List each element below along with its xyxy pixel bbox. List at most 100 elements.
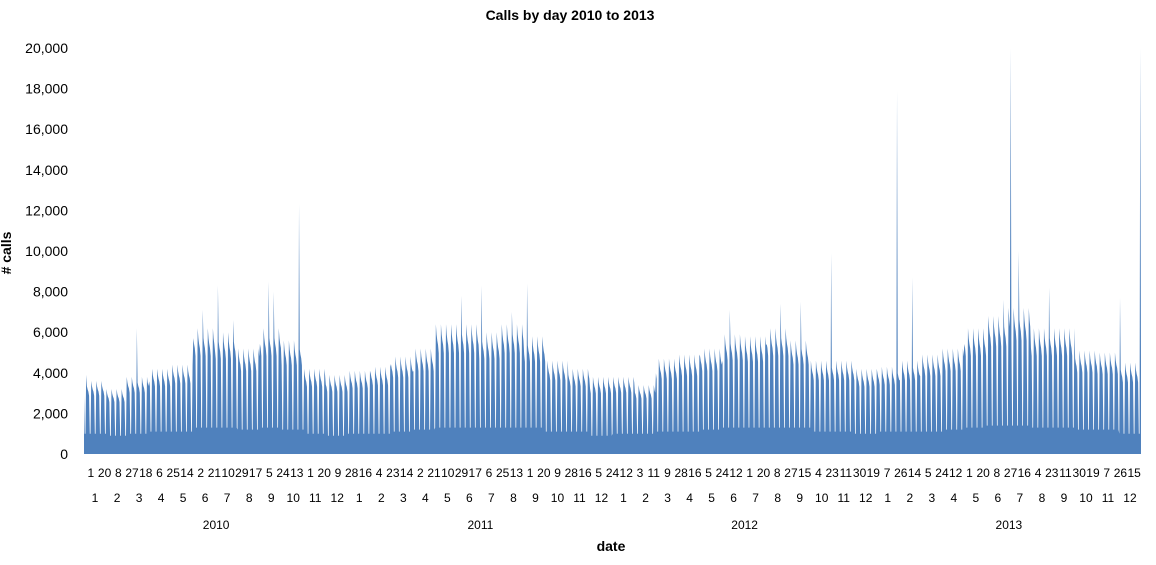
x-month-label: 12 (595, 491, 609, 505)
x-day-label: 1 (307, 466, 314, 480)
x-month-label: 1 (884, 491, 891, 505)
x-day-label: 26 (1114, 466, 1128, 480)
x-day-label: 30 (853, 466, 867, 480)
x-day-label: 27 (784, 466, 798, 480)
x-day-label: 23 (1045, 466, 1059, 480)
x-month-label: 2 (642, 491, 649, 505)
y-tick-label: 20,000 (25, 40, 68, 56)
x-day-label: 19 (1086, 466, 1100, 480)
x-month-label: 4 (950, 491, 957, 505)
x-month-label: 8 (510, 491, 517, 505)
x-day-label: 5 (705, 466, 712, 480)
x-day-label: 3 (637, 466, 644, 480)
x-month-label: 8 (246, 491, 253, 505)
x-day-label: 17 (249, 466, 263, 480)
x-day-label: 23 (825, 466, 839, 480)
x-day-label: 2 (417, 466, 424, 480)
x-month-label: 2 (114, 491, 121, 505)
x-month-label: 8 (774, 491, 781, 505)
x-day-label: 20 (757, 466, 771, 480)
x-day-label: 1 (746, 466, 753, 480)
x-day-label: 25 (496, 466, 510, 480)
x-month-label: 7 (488, 491, 495, 505)
x-day-label: 2 (197, 466, 204, 480)
x-month-label: 5 (180, 491, 187, 505)
x-day-label: 5 (266, 466, 273, 480)
x-month-label: 1 (92, 491, 99, 505)
x-month-label: 7 (752, 491, 759, 505)
x-day-label: 9 (335, 466, 342, 480)
x-day-label: 7 (1103, 466, 1110, 480)
x-day-label: 14 (400, 466, 414, 480)
x-month-label: 1 (356, 491, 363, 505)
x-day-label: 24 (606, 466, 620, 480)
x-month-label: 4 (422, 491, 429, 505)
x-month-label: 4 (686, 491, 693, 505)
x-month-label: 6 (466, 491, 473, 505)
x-day-label: 12 (620, 466, 634, 480)
x-month-label: 2 (378, 491, 385, 505)
x-day-label: 16 (359, 466, 373, 480)
y-tick-label: 18,000 (25, 81, 68, 97)
x-day-label: 18 (139, 466, 153, 480)
x-month-label: 11 (309, 491, 322, 505)
x-month-label: 3 (928, 491, 935, 505)
x-day-label: 12 (949, 466, 963, 480)
y-tick-label: 2,000 (33, 405, 68, 421)
y-tick-label: 0 (60, 446, 68, 462)
x-month-label: 7 (224, 491, 231, 505)
x-day-label: 27 (1004, 466, 1018, 480)
x-day-label: 23 (386, 466, 400, 480)
x-month-label: 5 (444, 491, 451, 505)
x-day-label: 12 (729, 466, 743, 480)
x-day-label: 4 (815, 466, 822, 480)
x-month-label: 2 (906, 491, 913, 505)
x-day-label: 14 (180, 466, 194, 480)
chart-title: Calls by day 2010 to 2013 (485, 7, 655, 23)
x-day-label: 20 (318, 466, 332, 480)
x-month-label: 8 (1039, 491, 1046, 505)
x-day-label: 28 (674, 466, 688, 480)
x-day-label: 30 (1073, 466, 1087, 480)
x-month-label: 10 (287, 491, 301, 505)
x-day-label: 8 (994, 466, 1001, 480)
x-month-label: 3 (664, 491, 671, 505)
x-month-label: 12 (1123, 491, 1137, 505)
x-year-label: 2010 (203, 518, 230, 532)
x-day-label: 11 (840, 466, 853, 480)
x-year-label: 2011 (467, 518, 493, 532)
x-day-label: 8 (115, 466, 122, 480)
x-month-label: 1 (620, 491, 627, 505)
x-day-label: 26 (894, 466, 908, 480)
x-day-label: 1 (527, 466, 534, 480)
x-day-label: 1 (88, 466, 95, 480)
y-tick-label: 12,000 (25, 202, 68, 218)
x-day-label: 28 (565, 466, 579, 480)
x-month-label: 3 (400, 491, 407, 505)
x-month-label: 3 (136, 491, 143, 505)
x-day-label: 4 (376, 466, 383, 480)
x-day-label: 9 (664, 466, 671, 480)
x-month-label: 10 (551, 491, 565, 505)
x-day-label: 5 (595, 466, 602, 480)
x-day-label: 13 (290, 466, 304, 480)
x-day-label: 29 (235, 466, 249, 480)
x-day-label: 21 (208, 466, 222, 480)
x-day-label: 5 (925, 466, 932, 480)
x-day-label: 16 (688, 466, 702, 480)
x-day-label: 7 (884, 466, 891, 480)
x-year-label: 2012 (731, 518, 758, 532)
x-day-label: 24 (276, 466, 290, 480)
y-tick-label: 14,000 (25, 162, 68, 178)
axes: 0 2,000 4,000 6,000 8,000 10,000 12,000 14,000 1… (25, 40, 1141, 532)
x-day-label: 10 (221, 466, 235, 480)
x-day-label: 20 (976, 466, 990, 480)
x-day-label: 27 (125, 466, 139, 480)
x-day-label: 11 (647, 466, 660, 480)
x-month-label: 4 (158, 491, 165, 505)
x-day-label: 13 (510, 466, 524, 480)
x-month-label: 6 (995, 491, 1002, 505)
x-month-label: 9 (796, 491, 803, 505)
x-day-label: 28 (345, 466, 359, 480)
